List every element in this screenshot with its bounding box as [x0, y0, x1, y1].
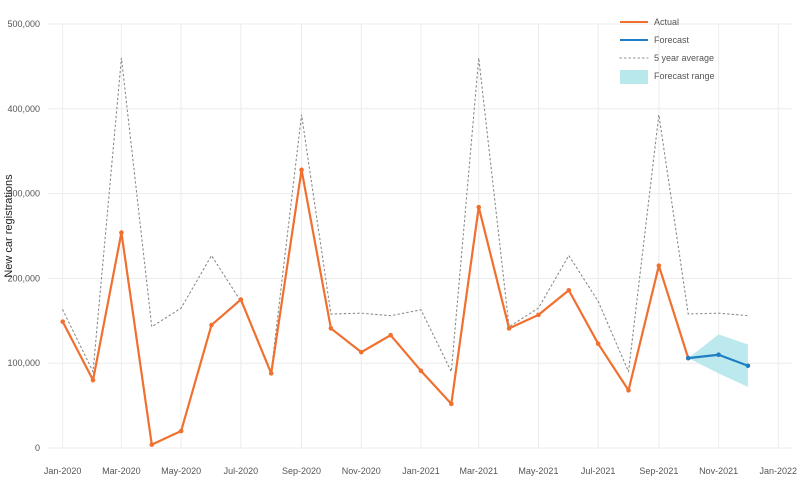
actual-point [299, 167, 304, 173]
actual-point [238, 297, 244, 302]
actual-point [358, 349, 364, 355]
forecast-range-band [688, 334, 748, 387]
y-tick-label: 200,000 [7, 273, 40, 283]
legend-label-forecast: Forecast [654, 35, 690, 45]
legend-label-actual: Actual [654, 17, 679, 27]
actual-point [595, 341, 601, 346]
y-tick-label: 500,000 [7, 19, 40, 29]
actual-point [536, 312, 541, 318]
actual-point [268, 371, 274, 376]
grid-layer [48, 23, 792, 449]
actual-point [476, 204, 482, 210]
y-tick-label: 100,000 [7, 358, 40, 368]
series-layer [60, 57, 751, 447]
actual-point [119, 230, 124, 235]
x-tick-label: Jul-2021 [581, 466, 616, 476]
forecast-range-layer [688, 334, 748, 387]
x-tick-label: May-2021 [518, 466, 558, 476]
actual-point [328, 326, 334, 331]
actual-point [149, 442, 155, 447]
legend-label-5-year-average: 5 year average [654, 53, 714, 63]
x-tick-label: Jan-2020 [44, 466, 82, 476]
actual-point [388, 332, 393, 338]
actual-point [178, 428, 184, 434]
legend-swatch-forecast-range [620, 70, 648, 84]
y-tick-label: 0 [35, 443, 40, 453]
actual-point [449, 401, 454, 407]
forecast-point [685, 355, 691, 361]
forecast-point [745, 363, 751, 369]
legend-label-forecast-range: Forecast range [654, 71, 715, 81]
x-tick-label: Mar-2021 [459, 466, 498, 476]
x-tick-label: Jan-2022 [760, 466, 798, 476]
x-tick-label: Jan-2021 [402, 466, 440, 476]
x-tick-label: Sep-2020 [282, 466, 321, 476]
actual-point [626, 388, 631, 393]
five-year-average-line [62, 57, 749, 374]
x-tick-label: Jul-2020 [224, 466, 259, 476]
x-tick-label: Sep-2021 [639, 466, 678, 476]
axis-layer: 0 100,000 200,000 300,000 400,000 500,000 Jan-… [7, 19, 797, 476]
forecast-point [716, 352, 721, 358]
x-tick-label: Mar-2020 [102, 466, 141, 476]
actual-point [656, 263, 662, 268]
y-tick-label: 300,000 [7, 189, 40, 199]
actual-point [566, 287, 572, 293]
actual-line [61, 168, 690, 446]
y-axis-title: New car registrations [3, 174, 15, 278]
x-tick-label: May-2020 [161, 466, 201, 476]
actual-point [90, 377, 96, 383]
actual-point [209, 322, 214, 328]
x-tick-label: Nov-2020 [342, 466, 381, 476]
actual-point [418, 368, 424, 374]
actual-point [506, 326, 512, 331]
actual-point [60, 319, 65, 324]
y-tick-label: 400,000 [7, 104, 40, 114]
x-tick-label: Nov-2021 [699, 466, 738, 476]
legend: Actual Forecast 5 year average Forecast ran… [619, 17, 715, 84]
